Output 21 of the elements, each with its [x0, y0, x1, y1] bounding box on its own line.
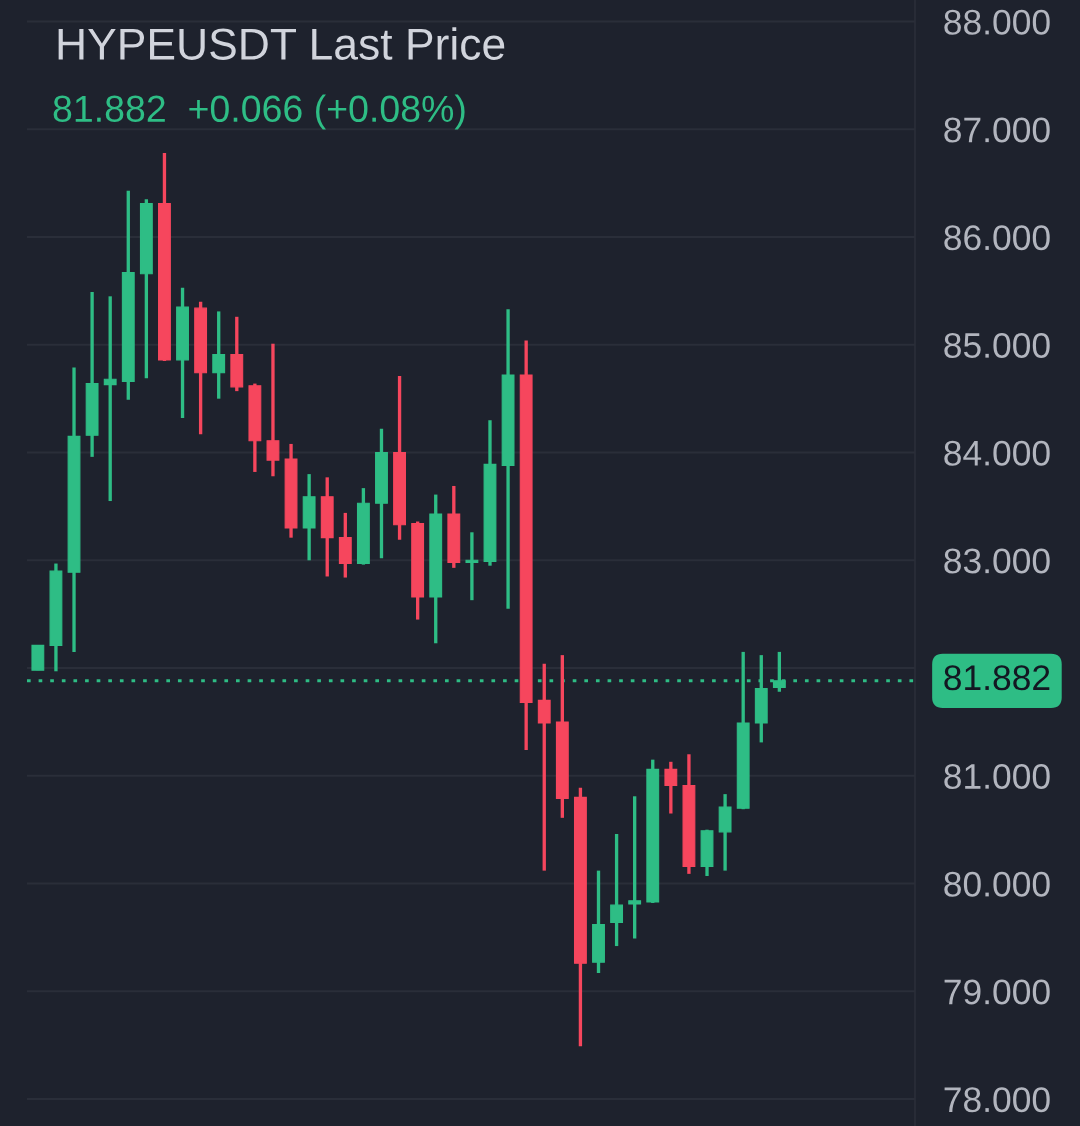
y-tick-label: 86.000: [944, 225, 1050, 251]
y-tick-label: 78.000: [944, 1087, 1050, 1113]
candlestick: [628, 796, 642, 939]
y-tick-label: 87.000: [944, 117, 1050, 143]
y-tick-label: 88.000: [944, 9, 1050, 35]
candlestick: [212, 311, 226, 399]
candlestick: [664, 761, 678, 814]
y-tick-label: 83.000: [944, 548, 1050, 574]
y-tick-label: 79.000: [944, 979, 1050, 1005]
candlestick: [266, 343, 280, 477]
y-tick-label: 80.000: [944, 871, 1050, 897]
text: 81.882 +0.066 (+0.08%): [53, 94, 465, 130]
y-tick-label: 81.000: [944, 763, 1050, 789]
y-tick-label: 84.000: [944, 440, 1050, 466]
chart-title: HYPEUSDT Last Price: [58, 27, 505, 60]
ref-line-label: 81.882: [944, 665, 1050, 691]
candlestick: [103, 296, 117, 503]
candlestick: [537, 663, 551, 871]
y-tick-label: 85.000: [944, 332, 1050, 358]
candlestick: [610, 833, 624, 948]
candlestick: [465, 532, 479, 601]
